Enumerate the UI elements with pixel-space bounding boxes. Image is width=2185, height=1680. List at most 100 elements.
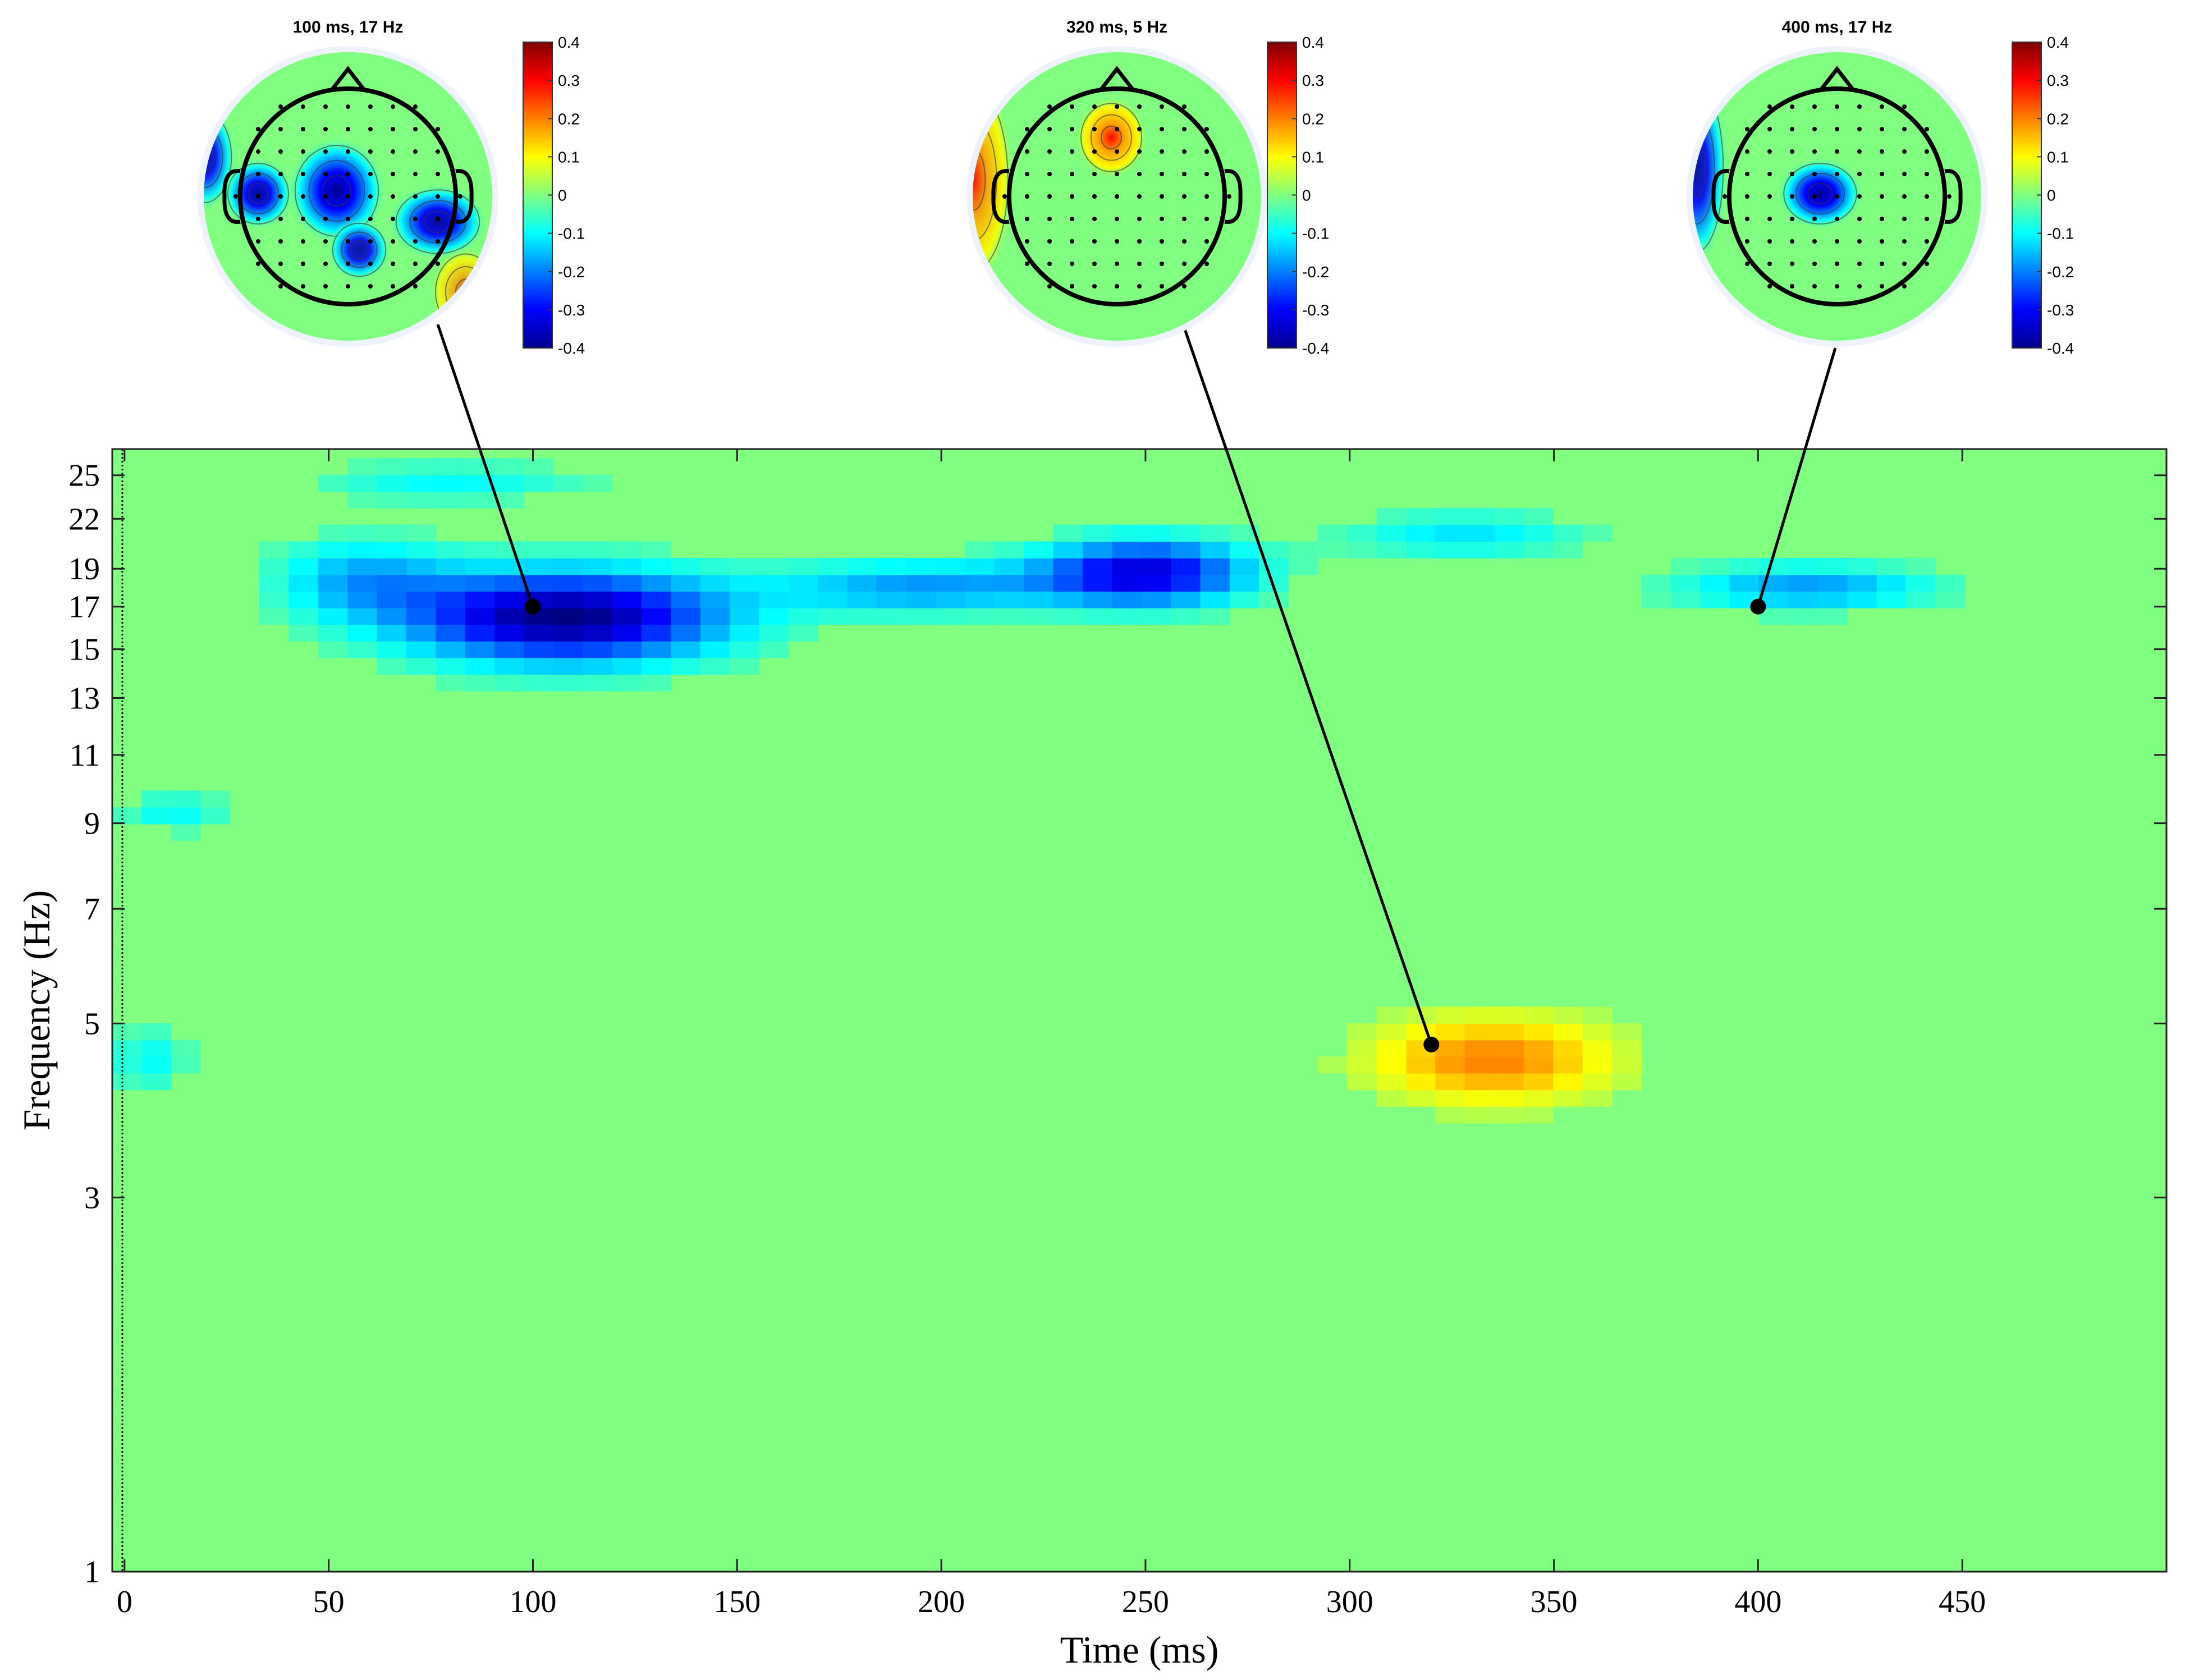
colorbar-tick-label: -0.2 [1302, 263, 1329, 281]
tf-cell [1200, 524, 1230, 542]
electrode [323, 104, 328, 109]
tf-cell [1523, 1073, 1554, 1091]
electrode [1047, 239, 1052, 244]
colorbar-tick-label: 0.3 [558, 72, 580, 89]
electrode [1204, 239, 1209, 244]
leader-line [1181, 324, 1433, 1045]
tf-cell [259, 574, 290, 592]
colorbar-tick-label: 0.2 [1302, 110, 1324, 127]
electrode [278, 104, 283, 109]
tf-cell [847, 574, 877, 592]
tf-cell [965, 541, 995, 559]
tf-cell [612, 574, 642, 592]
electrode [1070, 127, 1074, 131]
leader-line [436, 324, 534, 607]
right-ear [455, 169, 474, 224]
electrode [1204, 217, 1209, 221]
topoplot-contour [1795, 173, 1845, 214]
tf-cell [994, 541, 1024, 559]
tf-cell [935, 607, 966, 625]
tf-cell [465, 541, 495, 559]
tf-cell [612, 657, 642, 675]
tf-cell [1435, 1056, 1465, 1074]
electrode [1835, 172, 1839, 176]
tf-cell [494, 607, 525, 625]
colorbar [523, 42, 553, 349]
tf-cell [377, 641, 407, 658]
tf-cell [524, 674, 554, 692]
electrode [1745, 239, 1749, 244]
tf-cell [965, 558, 995, 575]
electrode [368, 239, 373, 244]
y-tick-label: 3 [84, 1180, 100, 1215]
electrode [1115, 284, 1119, 289]
y-tick-label: 5 [84, 1006, 100, 1041]
colorbar-tick-label: 0.4 [2047, 34, 2069, 51]
electrode [1070, 149, 1074, 154]
tf-cell [583, 541, 613, 559]
tf-cell [700, 641, 730, 658]
tf-cell [1611, 1040, 1642, 1057]
tf-cell [347, 607, 378, 625]
tf-cell [1318, 1056, 1348, 1074]
tf-cell [1464, 1006, 1495, 1024]
electrode [1880, 127, 1884, 131]
tf-cell [1494, 1073, 1524, 1091]
electrode [323, 262, 328, 266]
electrode [1182, 127, 1187, 131]
tf-cell [759, 574, 789, 592]
topoplot-blob [328, 218, 391, 281]
electrode [346, 127, 350, 131]
electrode [301, 172, 305, 176]
electrode [1925, 172, 1929, 176]
electrode [1767, 104, 1772, 109]
tf-cell [1494, 1006, 1524, 1024]
tf-cell [200, 790, 231, 808]
tf-cell [1406, 1073, 1436, 1091]
electrode [1070, 172, 1074, 176]
colorbar-tick-label: 0 [558, 187, 567, 204]
electrode [1070, 217, 1074, 221]
electrode [1182, 172, 1187, 176]
electrode [1902, 104, 1907, 109]
tf-cell [171, 1056, 201, 1074]
electrode [1047, 194, 1052, 199]
tf-cell [347, 641, 378, 658]
tf-cell [1464, 1090, 1495, 1107]
tf-cell [112, 1073, 143, 1091]
electrode [1182, 284, 1187, 289]
electrode [301, 284, 305, 289]
electrode [1790, 284, 1794, 289]
electrode [1047, 127, 1052, 131]
colorbar-tick-label: -0.1 [2047, 225, 2074, 242]
topoplot-contour [1080, 103, 1142, 172]
head-outline [1727, 86, 1947, 306]
electrode [1047, 284, 1052, 289]
tf-cell [377, 657, 407, 675]
electrode [1070, 239, 1074, 244]
electrode [391, 149, 395, 154]
electrode [1812, 172, 1817, 176]
y-tick-label: 19 [68, 552, 100, 587]
electrode [1925, 262, 1929, 266]
tf-cell [1024, 541, 1054, 559]
tf-cell [1582, 1073, 1613, 1091]
tf-cell [406, 541, 437, 559]
tf-cell [465, 674, 495, 692]
electrode [391, 284, 395, 289]
electrode [413, 262, 418, 266]
tf-cell [318, 607, 348, 625]
tf-cell [347, 524, 378, 542]
tf-cell [1376, 1023, 1407, 1041]
tf-cell [847, 558, 877, 575]
tf-cell [1053, 524, 1083, 542]
tf-cell [436, 491, 466, 509]
tf-cell [700, 624, 730, 642]
tf-cell [1494, 1023, 1524, 1041]
tf-cell [1494, 1106, 1524, 1124]
topoplot-contour [308, 160, 365, 222]
tf-cell [1376, 1073, 1407, 1091]
tf-cell [436, 624, 466, 642]
electrode [1835, 194, 1839, 199]
electrode [301, 104, 305, 109]
